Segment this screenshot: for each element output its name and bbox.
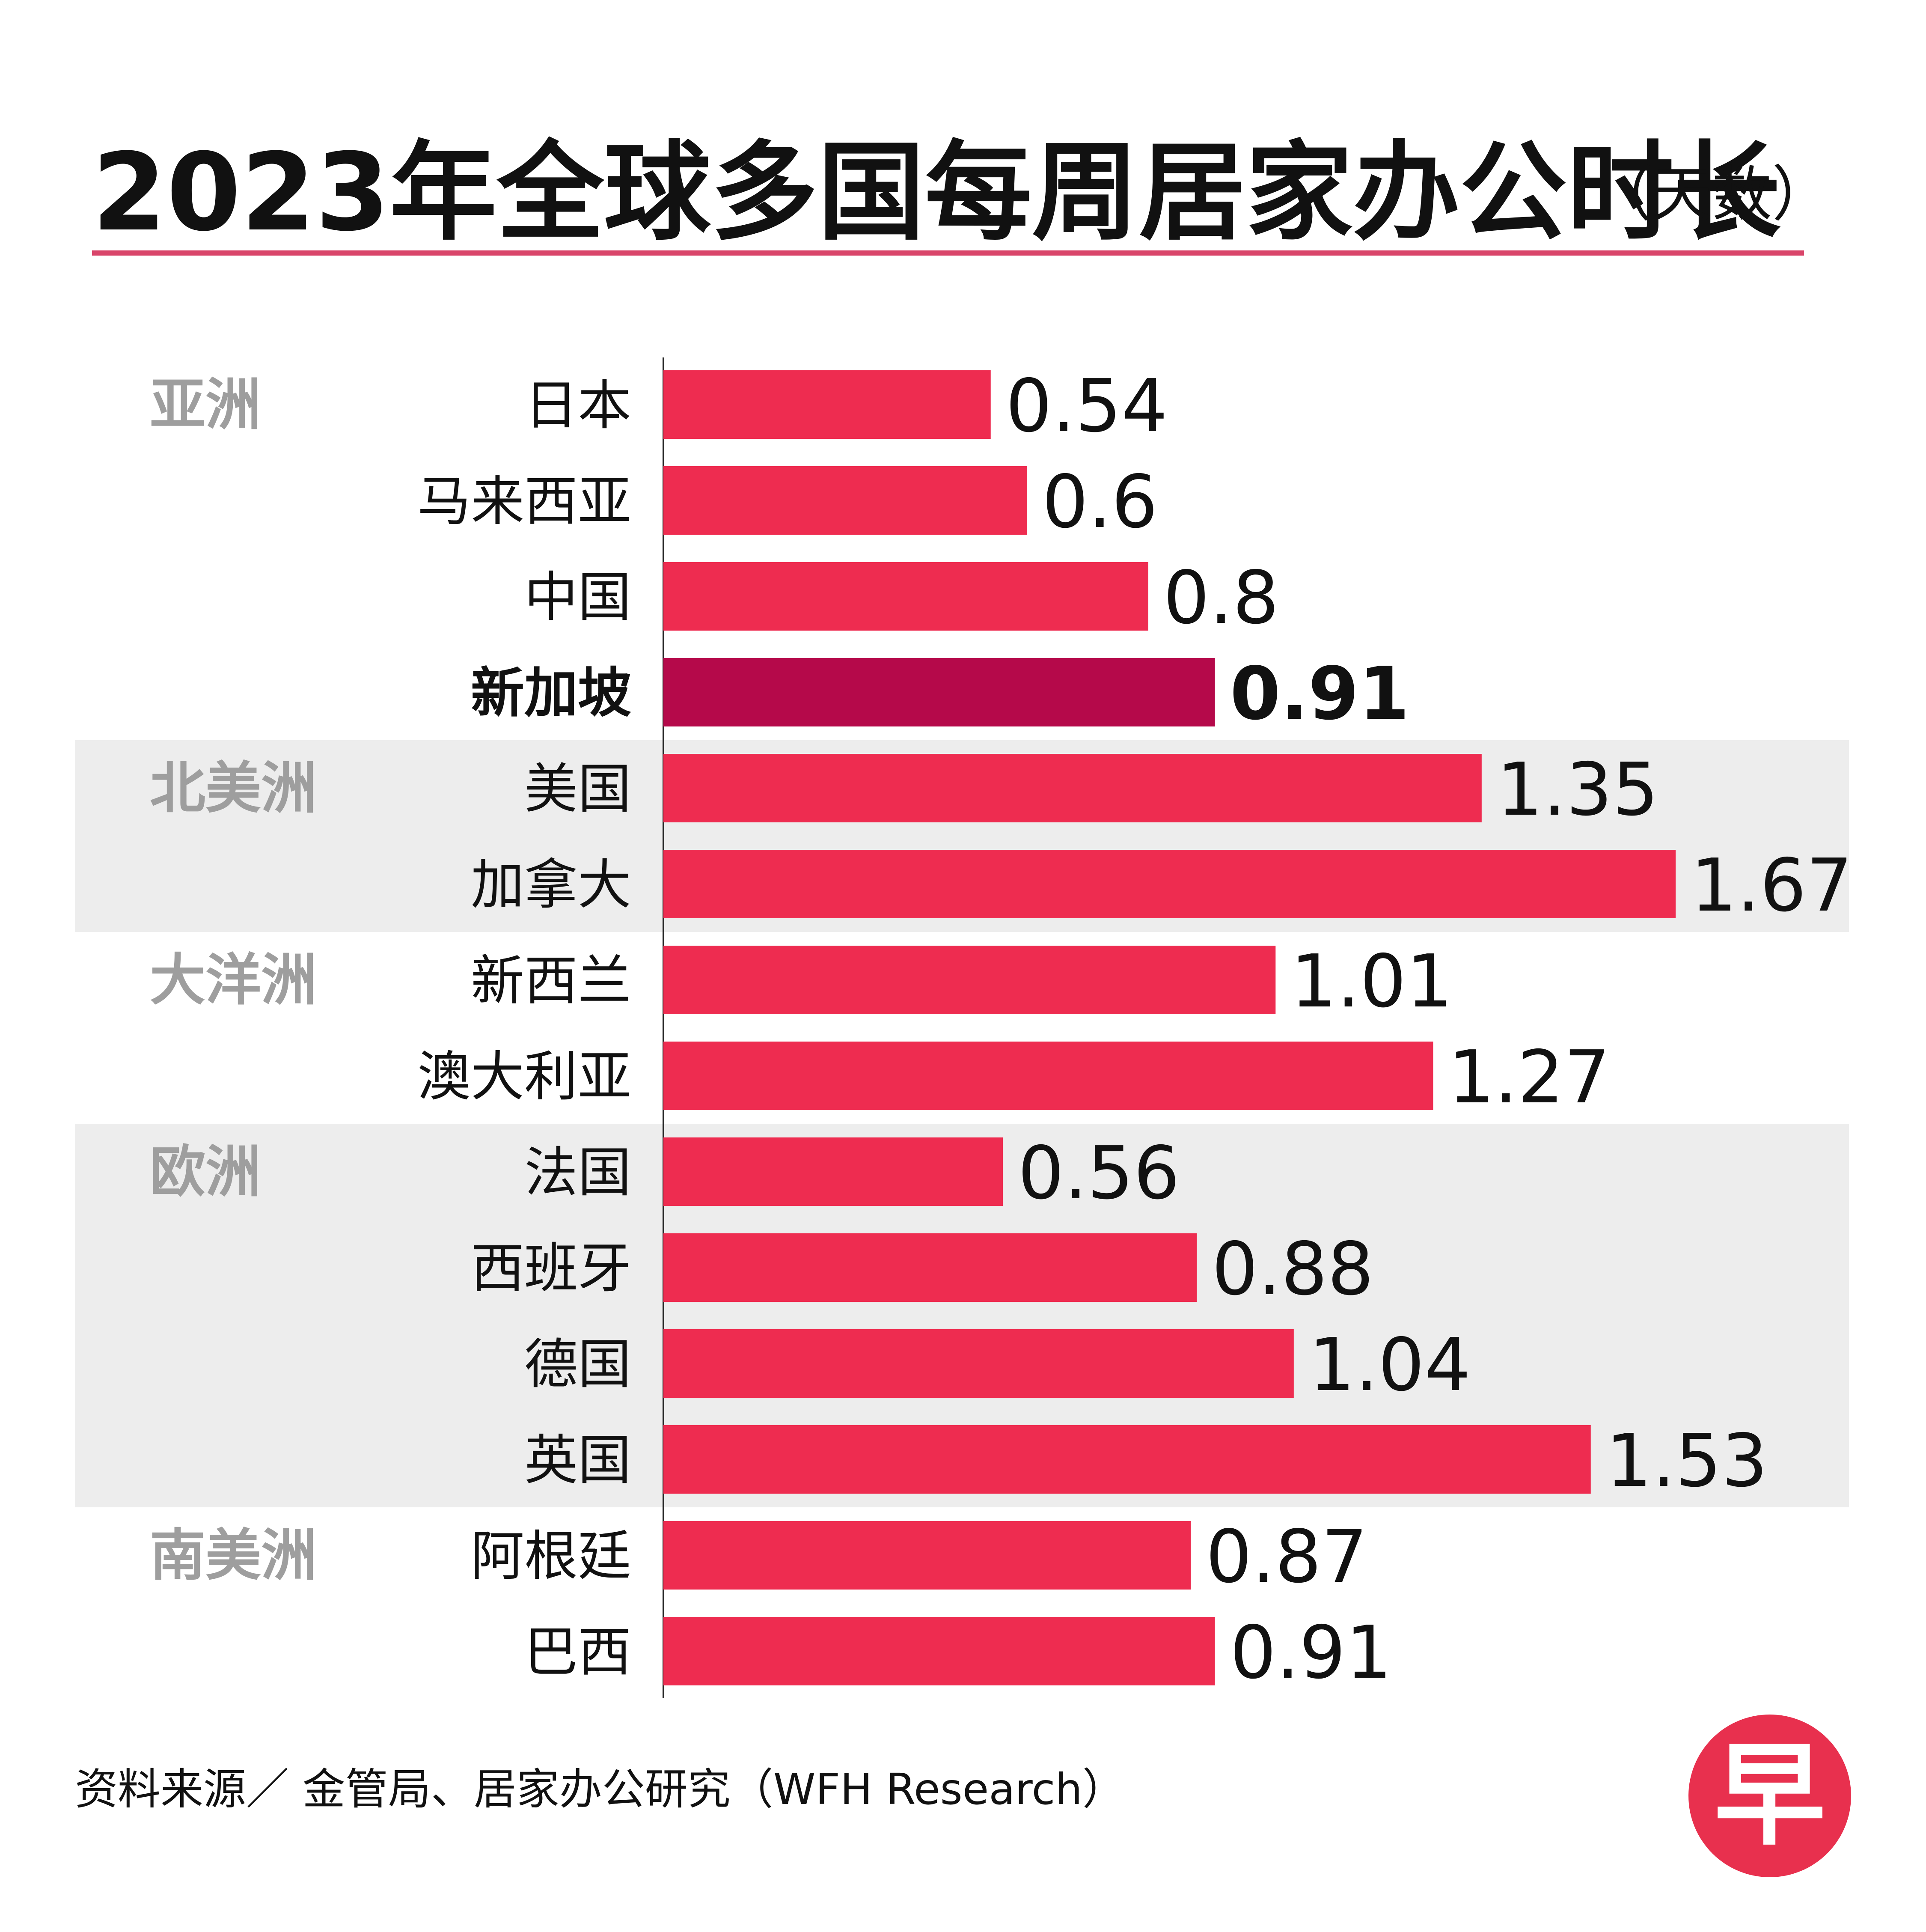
zaobao-logo: 早 <box>1688 1715 1851 1877</box>
region-label-3: 欧洲 <box>150 1139 261 1204</box>
category-label-5: 加拿大 <box>471 854 631 916</box>
category-label-9: 西班牙 <box>471 1238 631 1300</box>
value-label-5: 1.67 <box>1691 843 1853 928</box>
value-label-12: 0.87 <box>1206 1515 1368 1599</box>
category-label-11: 英国 <box>524 1429 631 1491</box>
category-label-2: 中国 <box>524 566 631 628</box>
bar-9 <box>663 1233 1197 1302</box>
chart-unit-label: （天数） <box>1592 160 1832 229</box>
bar-11 <box>663 1425 1591 1494</box>
region-label-4: 南美洲 <box>150 1523 317 1588</box>
bar-2 <box>663 562 1148 631</box>
bar-8 <box>663 1137 1003 1206</box>
value-label-6: 1.01 <box>1290 939 1453 1024</box>
logo-glyph: 早 <box>1714 1731 1825 1861</box>
value-label-9: 0.88 <box>1212 1227 1374 1312</box>
region-label-2: 大洋洲 <box>150 947 317 1012</box>
bar-7 <box>663 1042 1433 1110</box>
category-label-0: 日本 <box>524 375 631 437</box>
bar-4 <box>663 754 1482 822</box>
category-label-10: 德国 <box>524 1334 631 1396</box>
source-note: 资料来源／ 金管局、居家办公研究（WFH Research） <box>75 1764 1125 1814</box>
category-label-6: 新西兰 <box>471 950 631 1012</box>
bar-5 <box>663 850 1676 918</box>
bar-10 <box>663 1329 1294 1398</box>
region-label-0: 亚洲 <box>150 372 261 437</box>
bar-0 <box>663 370 991 439</box>
category-label-1: 马来西亚 <box>417 470 631 533</box>
bar-3 <box>663 658 1215 726</box>
value-label-4: 1.35 <box>1497 747 1659 832</box>
value-label-11: 1.53 <box>1606 1419 1768 1503</box>
bar-1 <box>663 466 1027 535</box>
value-label-10: 1.04 <box>1309 1323 1471 1408</box>
chart-title: 2023年全球多国每周居家办公时长 <box>92 130 1781 255</box>
value-label-8: 0.56 <box>1018 1131 1180 1216</box>
category-label-3: 新加坡 <box>471 662 631 724</box>
value-label-1: 0.6 <box>1042 460 1158 545</box>
value-label-2: 0.8 <box>1163 556 1279 640</box>
bars <box>663 357 1676 1698</box>
category-label-8: 法国 <box>524 1142 631 1204</box>
bar-12 <box>663 1521 1191 1590</box>
region-label-1: 北美洲 <box>150 756 317 821</box>
category-label-12: 阿根廷 <box>471 1525 631 1587</box>
category-label-4: 美国 <box>524 758 631 820</box>
bar-13 <box>663 1617 1215 1685</box>
title-underline <box>92 250 1804 256</box>
bar-6 <box>663 946 1276 1014</box>
value-label-3: 0.91 <box>1230 652 1409 736</box>
value-label-0: 0.54 <box>1006 364 1168 449</box>
value-label-13: 0.91 <box>1230 1610 1392 1695</box>
category-label-13: 巴西 <box>524 1621 631 1683</box>
category-label-7: 澳大利亚 <box>417 1046 631 1108</box>
value-label-7: 1.27 <box>1448 1035 1611 1120</box>
